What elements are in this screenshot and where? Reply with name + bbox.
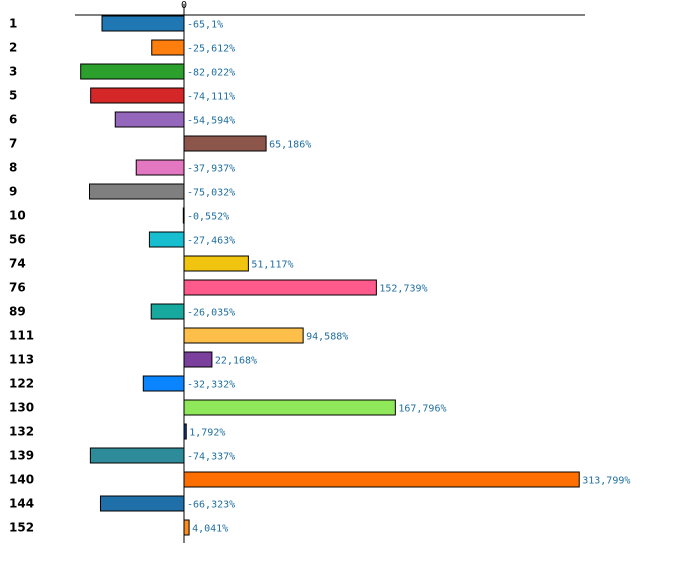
category-label: 152 xyxy=(9,521,34,535)
category-label: 122 xyxy=(9,377,34,391)
category-label: 144 xyxy=(9,497,34,511)
bar xyxy=(150,303,185,320)
bar xyxy=(88,183,185,200)
value-label: -74,111% xyxy=(187,92,235,103)
value-label: -65,1% xyxy=(187,20,223,31)
bar xyxy=(183,399,396,416)
bar xyxy=(183,471,580,488)
value-label: 22,168% xyxy=(215,356,257,367)
bar xyxy=(183,327,304,344)
value-label: 152,739% xyxy=(379,284,427,295)
value-label: -25,612% xyxy=(187,44,235,55)
category-label: 89 xyxy=(9,305,26,319)
category-label: 10 xyxy=(9,209,26,223)
category-label: 56 xyxy=(9,233,26,247)
category-label: 139 xyxy=(9,449,34,463)
value-label: -27,463% xyxy=(187,236,235,247)
value-label: 1,792% xyxy=(189,428,225,439)
value-label: -26,035% xyxy=(187,308,235,319)
category-label: 8 xyxy=(9,161,17,175)
value-label: -75,032% xyxy=(187,188,235,199)
bar xyxy=(99,495,185,512)
value-label: 167,796% xyxy=(398,404,446,415)
value-label: 313,799% xyxy=(582,476,630,487)
value-label: -0,552% xyxy=(187,212,229,223)
category-label: 113 xyxy=(9,353,34,367)
bar xyxy=(183,255,249,272)
value-label: -82,022% xyxy=(187,68,235,79)
bar xyxy=(142,375,185,392)
bar xyxy=(183,279,377,296)
bar xyxy=(148,231,185,248)
value-label: 51,117% xyxy=(251,260,293,271)
category-label: 140 xyxy=(9,473,34,487)
category-label: 6 xyxy=(9,113,17,127)
bar xyxy=(183,135,267,152)
category-label: 9 xyxy=(9,185,17,199)
bar xyxy=(80,63,185,80)
category-label: 74 xyxy=(9,257,26,271)
category-label: 1 xyxy=(9,17,17,31)
value-label: -66,323% xyxy=(187,500,235,511)
bar xyxy=(90,87,185,104)
bar xyxy=(114,111,185,128)
value-label: -54,594% xyxy=(187,116,235,127)
category-label: 5 xyxy=(9,89,17,103)
category-label: 111 xyxy=(9,329,34,343)
value-label: 65,186% xyxy=(269,140,311,151)
category-label: 7 xyxy=(9,137,17,151)
category-label: 2 xyxy=(9,41,17,55)
bars-layer: 1 -65,1% 2 -25,612% 3 -82,022% 5 -74,111% 6 -54,5… xyxy=(9,15,630,536)
bar xyxy=(101,15,185,32)
value-label: 94,588% xyxy=(306,332,348,343)
category-label: 132 xyxy=(9,425,34,439)
category-label: 3 xyxy=(9,65,17,79)
bar xyxy=(183,351,213,368)
value-label: -74,337% xyxy=(187,452,235,463)
value-label: -37,937% xyxy=(187,164,235,175)
bar xyxy=(135,159,185,176)
category-label: 130 xyxy=(9,401,34,415)
bar xyxy=(89,447,185,464)
category-label: 76 xyxy=(9,281,26,295)
bar xyxy=(151,39,185,56)
bar xyxy=(183,519,190,536)
value-label: 4,041% xyxy=(192,524,228,535)
value-label: -32,332% xyxy=(187,380,235,391)
